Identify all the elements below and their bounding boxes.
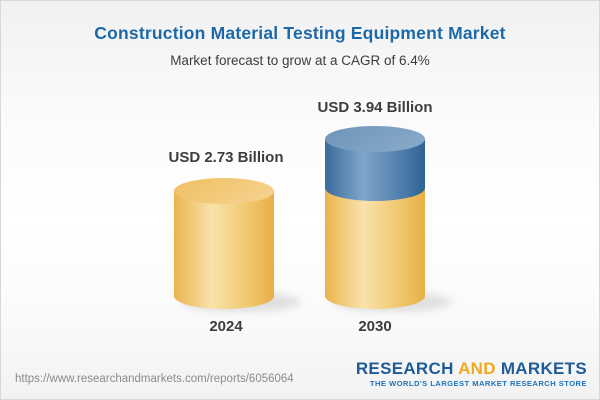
bar-2030-cylinder [325, 126, 425, 309]
report-url: https://www.researchandmarkets.com/repor… [15, 373, 294, 385]
bar-2030-base-segment [325, 188, 425, 309]
logo-tagline: THE WORLD'S LARGEST MARKET RESEARCH STOR… [369, 379, 587, 388]
research-and-markets-logo: RESEARCH AND MARKETS THE WORLD'S LARGEST… [356, 360, 587, 388]
bar-2030-growth-segment [325, 139, 425, 201]
value-label-2024: USD 2.73 Billion [168, 149, 284, 166]
logo-wordmark: RESEARCH AND MARKETS [356, 360, 587, 377]
logo-word-research: RESEARCH [355, 359, 454, 378]
logo-word-markets: MARKETS [500, 359, 587, 378]
bar-2024-cylinder [174, 178, 274, 309]
page-subtitle: Market forecast to grow at a CAGR of 6.4… [170, 53, 430, 68]
logo-word-and: AND [458, 359, 496, 378]
value-label-2030: USD 3.94 Billion [317, 99, 433, 116]
page-title: Construction Material Testing Equipment … [94, 23, 506, 43]
category-label-2024: 2024 [209, 318, 243, 335]
category-label-2030: 2030 [358, 318, 392, 335]
